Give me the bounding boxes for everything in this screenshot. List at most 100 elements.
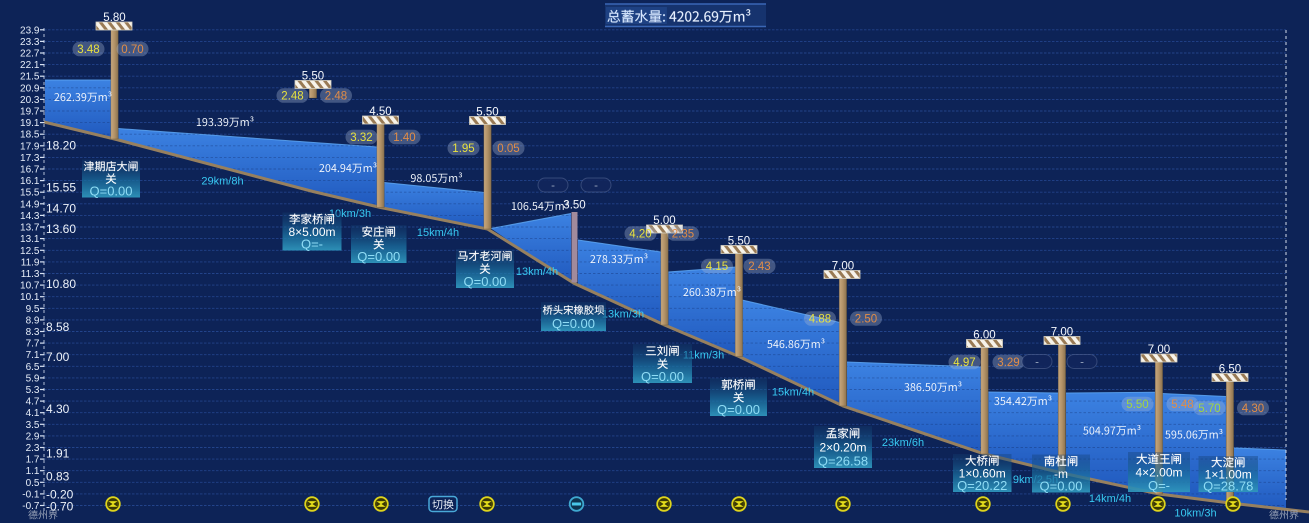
svg-text:Q=0.00: Q=0.00	[89, 184, 132, 199]
svg-text:22.7: 22.7	[20, 49, 40, 60]
svg-text:7.00: 7.00	[46, 350, 70, 364]
svg-text:7.1: 7.1	[26, 350, 40, 361]
svg-text:8.9: 8.9	[26, 315, 40, 326]
svg-text:4.20: 4.20	[629, 229, 651, 241]
svg-text:19.7: 19.7	[20, 107, 40, 118]
svg-text:11km/3h: 11km/3h	[683, 349, 724, 361]
svg-text:Q=0.00: Q=0.00	[641, 369, 684, 384]
svg-text:17.3: 17.3	[20, 153, 40, 164]
svg-text:2×0.20m: 2×0.20m	[819, 441, 866, 455]
svg-text:13km/3h: 13km/3h	[602, 308, 644, 320]
svg-text:-0.70: -0.70	[46, 500, 74, 514]
svg-text:-: -	[594, 180, 598, 192]
svg-text:Q=-: Q=-	[1148, 478, 1170, 493]
svg-text:2.9: 2.9	[26, 431, 40, 442]
svg-text:0.5: 0.5	[26, 478, 40, 489]
svg-text:Q=26.58: Q=26.58	[818, 454, 868, 469]
svg-text:17.9: 17.9	[20, 141, 40, 152]
svg-text:6.5: 6.5	[26, 362, 40, 373]
svg-text:3.50: 3.50	[563, 200, 585, 212]
svg-text:14km/4h: 14km/4h	[1089, 493, 1131, 505]
svg-text:6.50: 6.50	[1219, 363, 1241, 375]
svg-text:3.48: 3.48	[77, 44, 99, 56]
svg-text:10.7: 10.7	[20, 281, 40, 292]
svg-text:4×2.00m: 4×2.00m	[1135, 466, 1182, 480]
svg-text:Q=0.00: Q=0.00	[1039, 479, 1082, 494]
svg-text:5.70: 5.70	[1198, 403, 1220, 415]
svg-text:1.1: 1.1	[26, 466, 40, 477]
svg-text:11.3: 11.3	[21, 269, 40, 280]
svg-text:10km/3h: 10km/3h	[1174, 507, 1216, 519]
svg-text:2.3: 2.3	[26, 443, 40, 454]
svg-text:2.48: 2.48	[325, 91, 347, 103]
svg-text:5.50: 5.50	[476, 106, 498, 118]
svg-text:29km/8h: 29km/8h	[201, 175, 243, 187]
svg-text:3.32: 3.32	[350, 132, 372, 144]
svg-text:19.1: 19.1	[20, 118, 40, 129]
svg-text:15km/4h: 15km/4h	[417, 227, 459, 239]
svg-text:2.43: 2.43	[748, 261, 770, 273]
svg-text:3.5: 3.5	[26, 420, 40, 431]
svg-text:5.80: 5.80	[103, 12, 125, 24]
svg-text:Q=0.00: Q=0.00	[717, 402, 760, 417]
svg-text:1.91: 1.91	[46, 447, 70, 461]
svg-text:23km/6h: 23km/6h	[882, 437, 924, 449]
svg-text:4.15: 4.15	[706, 261, 728, 273]
svg-text:-0.7: -0.7	[22, 501, 40, 512]
svg-text:Q=0.00: Q=0.00	[463, 274, 506, 289]
svg-text:6.00: 6.00	[973, 329, 995, 341]
svg-text:-0.1: -0.1	[22, 489, 40, 500]
svg-text:8.3: 8.3	[26, 327, 40, 338]
svg-text:-: -	[551, 180, 555, 192]
svg-text:5.48: 5.48	[1171, 399, 1193, 411]
svg-text:1×1.00m: 1×1.00m	[1205, 468, 1252, 482]
svg-text:16.7: 16.7	[20, 165, 40, 176]
svg-text:23.9: 23.9	[20, 25, 40, 36]
svg-text:4.30: 4.30	[46, 402, 70, 416]
svg-text:8.58: 8.58	[46, 320, 70, 334]
svg-text:Q=0.00: Q=0.00	[552, 316, 595, 331]
svg-text:13.7: 13.7	[20, 223, 40, 234]
svg-text:14.3: 14.3	[20, 211, 40, 222]
svg-text:5.50: 5.50	[302, 70, 324, 82]
svg-text:-0.20: -0.20	[46, 488, 74, 502]
svg-text:15.55: 15.55	[46, 181, 76, 195]
svg-text:1.95: 1.95	[452, 143, 474, 155]
svg-text:7.00: 7.00	[1148, 344, 1170, 356]
svg-text:5.3: 5.3	[26, 385, 40, 396]
svg-text:18.20: 18.20	[46, 139, 76, 153]
svg-text:-m: -m	[1054, 467, 1068, 481]
svg-text:11.9: 11.9	[21, 257, 40, 268]
svg-text:5.50: 5.50	[728, 235, 750, 247]
svg-text:14.9: 14.9	[20, 199, 40, 210]
svg-text:3.29: 3.29	[997, 357, 1019, 369]
svg-text:2.35: 2.35	[672, 229, 694, 241]
svg-text:10.1: 10.1	[20, 292, 40, 303]
svg-text:-: -	[1080, 357, 1084, 369]
svg-text:4.97: 4.97	[953, 357, 975, 369]
svg-text:4.88: 4.88	[809, 314, 831, 326]
svg-text:8×5.00m: 8×5.00m	[288, 225, 335, 239]
svg-text:13.60: 13.60	[46, 222, 76, 236]
svg-text:23.3: 23.3	[20, 37, 40, 48]
svg-text:7.00: 7.00	[832, 260, 854, 272]
svg-text:Q=20.22: Q=20.22	[957, 478, 1007, 493]
svg-text:1.40: 1.40	[393, 132, 415, 144]
svg-text:9.5: 9.5	[26, 304, 40, 315]
svg-text:5.00: 5.00	[653, 215, 675, 227]
svg-text:4.7: 4.7	[26, 397, 40, 408]
svg-text:14.70: 14.70	[46, 202, 76, 216]
svg-text:Q=28.78: Q=28.78	[1203, 479, 1253, 494]
svg-text:13km/4h: 13km/4h	[516, 266, 558, 278]
svg-text:5.50: 5.50	[1126, 399, 1148, 411]
svg-text:0.70: 0.70	[121, 44, 143, 56]
svg-text:5.9: 5.9	[26, 373, 40, 384]
svg-text:4.1: 4.1	[26, 408, 40, 419]
svg-text:20.9: 20.9	[20, 83, 40, 94]
svg-text:7.7: 7.7	[26, 339, 40, 350]
svg-text:22.1: 22.1	[20, 60, 40, 71]
svg-text:15.5: 15.5	[20, 188, 40, 199]
svg-text:13.1: 13.1	[20, 234, 40, 245]
svg-text:Q=-: Q=-	[301, 237, 323, 252]
svg-text:21.5: 21.5	[20, 72, 40, 83]
